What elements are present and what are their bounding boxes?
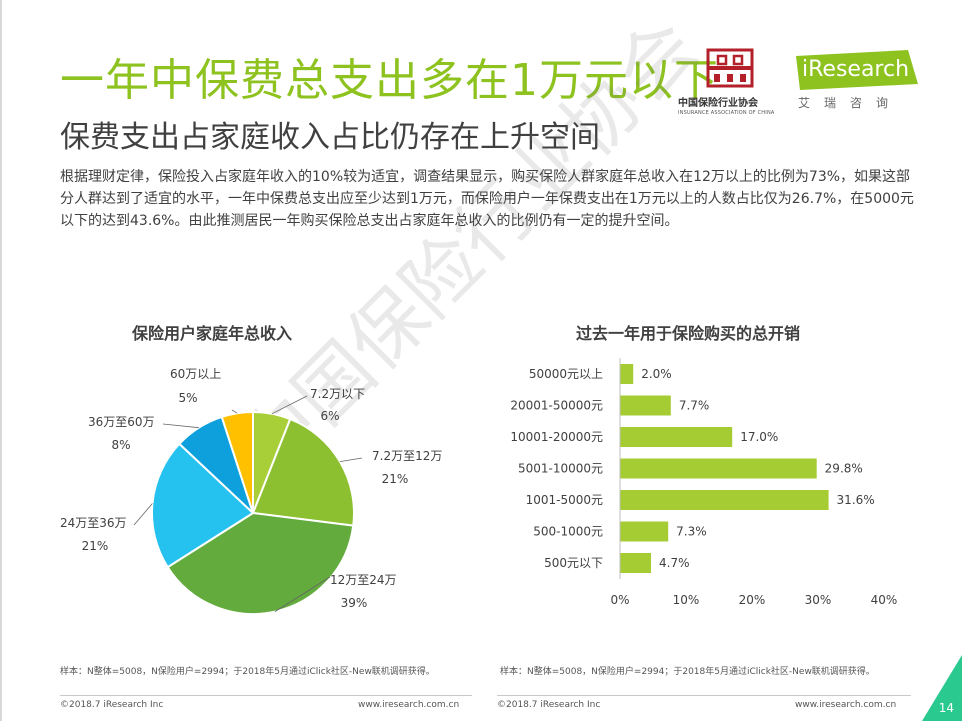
bar-category-label-4: 1001-5000元 [526,493,603,507]
pie-value-label-5: 5% [178,391,197,405]
pie-leader-line-5 [231,409,238,414]
iresearch-name-cn: 艾瑞咨询 [798,96,903,110]
pie-leader-line-4 [162,423,199,429]
left-border [0,0,2,721]
sample-note-right: 样本：N整体=5008，N保险用户=2994；于2018年5月通过iClick社… [500,667,875,677]
bar-3 [620,458,817,479]
bar-x-tick-4: 40% [871,593,898,607]
bar-category-label-5: 500-1000元 [533,525,603,539]
bar-1 [620,395,671,416]
copyright-left: ©2018.7 iResearch Inc [60,700,164,710]
footer-rule-left [60,695,472,696]
page-number: 14 [938,701,954,715]
bar-4 [620,490,829,510]
pie-value-label-4: 8% [111,438,130,452]
sample-note-left: 样本：N整体=5008，N保险用户=2994；于2018年5月通过iClick社… [60,667,435,677]
pie-leader-line-2 [274,576,331,612]
pie-label-3: 24万至36万 [60,516,127,530]
website-link-right[interactable]: www.iresearch.com.cn [795,700,897,710]
summary-paragraph: 根据理财定律，保险投入占家庭年收入的10%较为适宜，调查结果显示，购买保险人群家… [60,169,914,229]
insurance-association-emblem-icon [706,48,754,88]
iresearch-logo: iResearch 艾瑞咨询 [796,50,918,112]
bar-value-label-5: 7.3% [676,525,707,539]
pie-slice-5 [220,410,254,514]
pie-value-label-1: 21% [382,472,409,486]
page-corner-decoration [922,655,962,721]
pie-chart-title: 保险用户家庭年总收入 [132,324,293,343]
pie-slice-3 [151,442,255,569]
bar-category-label-3: 5001-10000元 [518,462,603,476]
page-title: 一年中保费总支出多在1万元以下 [60,55,719,106]
pie-label-4: 36万至60万 [88,415,155,429]
iresearch-wordmark: iResearch [802,57,910,82]
bar-x-tick-2: 20% [739,593,766,607]
bar-value-label-3: 29.8% [825,462,863,476]
bar-x-tick-0: 0% [610,593,629,607]
pie-value-label-2: 39% [341,596,368,610]
bar-chart-title: 过去一年用于保险购买的总开销 [576,324,801,343]
bar-0 [620,364,634,384]
bar-value-label-0: 2.0% [641,367,672,381]
bar-value-label-1: 7.7% [679,399,710,413]
pie-leader-line-0 [271,395,308,415]
page-subtitle: 保费支出占家庭收入占比仍存在上升空间 [60,120,600,155]
bar-6 [620,553,651,573]
pie-label-0: 7.2万以下 [310,387,365,401]
pie-label-5: 60万以上 [170,367,221,381]
iac-name-en: INSURANCE ASSOCIATION OF CHINA [678,110,775,116]
pie-label-2: 12万至24万 [330,573,397,587]
pie-value-label-0: 6% [320,409,339,423]
bar-2 [620,427,733,447]
bar-x-tick-1: 10% [673,593,700,607]
bar-category-label-1: 20001-50000元 [510,399,603,413]
bar-x-tick-3: 30% [805,593,832,607]
bar-category-label-2: 10001-20000元 [510,430,603,444]
bar-value-label-2: 17.0% [740,430,778,444]
bar-value-label-6: 4.7% [659,556,690,570]
pie-leader-line-1 [339,457,363,462]
insurance-association-logo: 中国保险行业协会 INSURANCE ASSOCIATION OF CHINA [678,48,782,120]
copyright-right: ©2018.7 iResearch Inc [497,700,601,710]
bar-category-label-0: 50000元以上 [529,367,603,381]
iresearch-tag-icon [796,50,918,90]
bar-5 [620,521,669,542]
website-link-left[interactable]: www.iresearch.com.cn [358,700,460,710]
pie-leader-line-3 [133,503,153,526]
bar-category-label-6: 500元以下 [544,556,603,570]
footer-rule-right [497,695,911,696]
bar-value-label-4: 31.6% [837,493,875,507]
pie-value-label-3: 21% [82,539,109,553]
iac-name-cn: 中国保险行业协会 [678,98,758,109]
pie-label-1: 7.2万至12万 [372,449,442,463]
